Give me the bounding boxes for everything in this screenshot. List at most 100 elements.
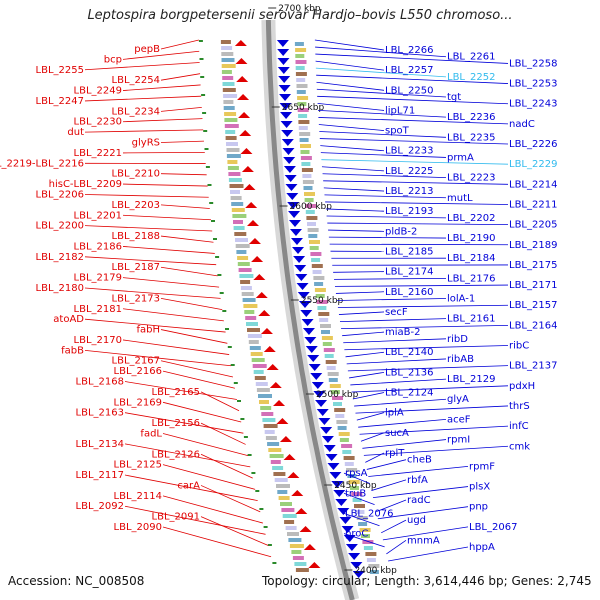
- feature-block: [233, 226, 245, 230]
- right-gene-label: rplT: [385, 448, 405, 459]
- right-leader-line: [343, 338, 447, 344]
- right-gene-label: LBL_2225: [385, 166, 433, 177]
- feature-block: [298, 114, 308, 118]
- feature-block: [276, 484, 290, 488]
- feature-block: [310, 252, 322, 256]
- left-gene-label: atoAD: [53, 314, 84, 325]
- right-gene-label: LBL_2175: [509, 260, 557, 271]
- right-gene-label: LBL_2136: [385, 367, 433, 378]
- left-gene-label: LBL_2255: [36, 65, 84, 76]
- feature-block: [252, 364, 267, 368]
- feature-block: [302, 180, 314, 184]
- marker-tick: [207, 184, 212, 186]
- reverse-gene-arrow: [281, 130, 294, 137]
- right-gene-label: LBL_2252: [447, 72, 495, 83]
- reverse-gene-arrow: [283, 157, 296, 164]
- reverse-gene-arrow: [315, 400, 328, 407]
- marker-tick: [227, 346, 232, 348]
- feature-block: [311, 258, 321, 262]
- feature-block: [311, 264, 323, 268]
- feature-block: [299, 132, 311, 136]
- right-leader-line: [356, 412, 385, 421]
- right-gene-label: nadC: [509, 119, 535, 130]
- left-gene-label: LBL_2126: [152, 449, 200, 460]
- right-gene-label: LBL_2211: [509, 199, 557, 210]
- right-gene-label: cheB: [407, 455, 432, 466]
- right-leader-line: [386, 539, 407, 555]
- marker-tick: [213, 238, 217, 240]
- right-gene-label: LBL_2236: [447, 112, 495, 123]
- feature-block: [351, 492, 363, 496]
- feature-block: [295, 60, 307, 64]
- feature-block: [300, 156, 312, 160]
- reverse-gene-arrow: [321, 436, 334, 443]
- right-gene-label: thrS: [509, 401, 530, 412]
- right-gene-label: ugd: [407, 515, 426, 526]
- feature-block: [316, 300, 328, 304]
- right-gene-label: LBL_2067: [469, 522, 517, 533]
- feature-block: [343, 456, 355, 460]
- right-gene-label: radC: [407, 495, 431, 506]
- right-leader-line: [360, 432, 385, 442]
- right-leader-line: [335, 291, 385, 294]
- left-gene-label: LBL_2163: [76, 408, 124, 419]
- feature-block: [237, 262, 250, 266]
- feature-block: [295, 66, 305, 70]
- right-gene-label: prmA: [447, 152, 474, 163]
- feature-block: [223, 100, 234, 104]
- left-leader-line: [84, 225, 213, 232]
- feature-block: [258, 394, 272, 398]
- reverse-gene-arrow: [280, 112, 293, 119]
- right-leader-line: [325, 208, 385, 212]
- marker-tick: [200, 76, 205, 78]
- reverse-gene-arrow: [311, 382, 324, 389]
- feature-block: [262, 418, 276, 422]
- right-leader-line: [334, 277, 447, 280]
- left-leader-line: [122, 339, 230, 355]
- left-gene-label: dut: [67, 127, 84, 138]
- reverse-gene-arrow: [283, 166, 296, 173]
- right-gene-label: mutL: [447, 193, 473, 204]
- right-leader-line: [344, 345, 509, 351]
- reverse-gene-arrow: [286, 193, 299, 200]
- feature-block: [222, 76, 234, 80]
- right-leader-line: [323, 180, 509, 185]
- left-leader-line: [200, 516, 269, 546]
- left-leader-line: [124, 443, 251, 468]
- feature-block: [232, 214, 247, 218]
- feature-block: [224, 124, 239, 128]
- feature-block: [289, 544, 304, 548]
- left-leader-line: [160, 39, 199, 50]
- right-gene-label: LBL_2257: [385, 65, 433, 76]
- right-gene-label: LBL_2243: [509, 99, 557, 110]
- right-gene-label: rbfA: [407, 475, 428, 486]
- left-leader-line: [122, 246, 215, 254]
- right-leader-line: [343, 472, 371, 484]
- feature-block: [292, 556, 304, 560]
- reverse-gene-arrow: [285, 184, 298, 191]
- forward-gene-arrow: [260, 328, 273, 334]
- reverse-gene-arrow: [339, 517, 352, 524]
- feature-block: [308, 234, 318, 238]
- right-leader-line: [315, 67, 447, 78]
- feature-block: [246, 322, 258, 326]
- right-gene-label: LBL_2214: [509, 179, 557, 190]
- feature-block: [299, 138, 309, 142]
- feature-block: [231, 202, 244, 206]
- feature-block: [313, 276, 325, 280]
- right-leader-line: [321, 159, 509, 165]
- right-gene-label: LBL_2140: [385, 347, 433, 358]
- forward-gene-arrow: [255, 292, 268, 298]
- feature-block: [297, 96, 309, 100]
- reverse-gene-arrow: [282, 148, 295, 155]
- feature-block: [291, 550, 302, 554]
- feature-block: [302, 174, 312, 178]
- right-gene-label: LBL_2184: [447, 253, 495, 264]
- left-gene-label: hisC-LBL_2209: [49, 179, 122, 190]
- left-leader-line: [84, 349, 232, 367]
- right-leader-line: [326, 215, 447, 219]
- feature-block: [366, 558, 376, 562]
- feature-block: [355, 510, 365, 514]
- left-leader-line: [84, 129, 204, 133]
